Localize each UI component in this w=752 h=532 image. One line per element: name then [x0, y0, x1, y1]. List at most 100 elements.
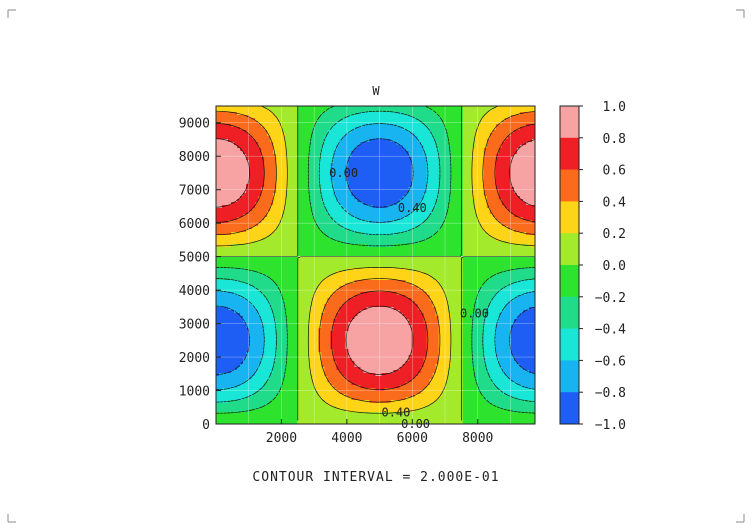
heatmap-cell	[225, 112, 229, 116]
heatmap-cell	[291, 352, 295, 356]
heatmap-cell	[273, 109, 277, 113]
heatmap-cell	[357, 139, 361, 143]
heatmap-cell	[219, 316, 223, 320]
heatmap-cell	[270, 247, 274, 251]
heatmap-cell	[333, 265, 337, 269]
heatmap-cell	[228, 382, 232, 386]
heatmap-cell	[339, 358, 343, 362]
heatmap-cell	[321, 112, 325, 116]
heatmap-cell	[288, 382, 292, 386]
heatmap-cell	[216, 343, 220, 347]
heatmap-cell	[351, 160, 355, 164]
heatmap-cell	[285, 283, 289, 287]
heatmap-cell	[234, 331, 238, 335]
heatmap-cell	[228, 271, 232, 275]
heatmap-cell	[231, 394, 235, 398]
heatmap-cell	[225, 184, 229, 188]
heatmap-cell	[225, 361, 229, 365]
heatmap-cell	[351, 376, 355, 380]
heatmap-cell	[276, 154, 280, 158]
heatmap-cell	[339, 388, 343, 392]
heatmap-cell	[351, 256, 355, 260]
heatmap-cell	[249, 289, 253, 293]
heatmap-cell	[354, 412, 358, 416]
heatmap-cell	[309, 415, 313, 419]
heatmap-cell	[234, 340, 238, 344]
heatmap-cell	[348, 295, 352, 299]
heatmap-cell	[309, 220, 313, 224]
heatmap-cell	[321, 256, 325, 260]
heatmap-cell	[300, 340, 304, 344]
heatmap-cell	[216, 409, 220, 413]
heatmap-cell	[264, 187, 268, 191]
heatmap-cell	[273, 382, 277, 386]
heatmap-cell	[339, 370, 343, 374]
heatmap-cell	[231, 367, 235, 371]
heatmap-cell	[231, 340, 235, 344]
heatmap-cell	[339, 352, 343, 356]
heatmap-cell	[273, 277, 277, 281]
heatmap-cell	[282, 364, 286, 368]
heatmap-cell	[225, 253, 229, 257]
heatmap-cell	[240, 337, 244, 341]
heatmap-cell	[354, 289, 358, 293]
heatmap-cell	[234, 163, 238, 167]
heatmap-cell	[318, 220, 322, 224]
heatmap-cell	[231, 331, 235, 335]
heatmap-cell	[294, 289, 298, 293]
heatmap-cell	[237, 328, 241, 332]
heatmap-cell	[330, 319, 334, 323]
heatmap-cell	[327, 364, 331, 368]
heatmap-cell	[225, 193, 229, 197]
heatmap-cell	[261, 166, 265, 170]
heatmap-cell	[306, 289, 310, 293]
heatmap-cell	[231, 271, 235, 275]
heatmap-cell	[240, 388, 244, 392]
heatmap-cell	[318, 241, 322, 245]
heatmap-cell	[249, 310, 253, 314]
heatmap-cell	[252, 130, 256, 134]
heatmap-cell	[285, 301, 289, 305]
heatmap-cell	[279, 235, 283, 239]
heatmap-cell	[315, 232, 319, 236]
heatmap-cell	[240, 112, 244, 116]
heatmap-cell	[216, 142, 220, 146]
heatmap-cell	[297, 214, 301, 218]
heatmap-cell	[309, 199, 313, 203]
heatmap-cell	[231, 211, 235, 215]
heatmap-cell	[315, 298, 319, 302]
heatmap-cell	[351, 304, 355, 308]
heatmap-cell	[276, 190, 280, 194]
heatmap-cell	[240, 262, 244, 266]
heatmap-cell	[237, 133, 241, 137]
heatmap-cell	[327, 115, 331, 119]
heatmap-cell	[261, 379, 265, 383]
heatmap-cell	[216, 145, 220, 149]
heatmap-cell	[294, 316, 298, 320]
heatmap-cell	[252, 337, 256, 341]
heatmap-cell	[234, 223, 238, 227]
heatmap-cell	[354, 295, 358, 299]
heatmap-cell	[219, 304, 223, 308]
heatmap-cell	[216, 133, 220, 137]
heatmap-cell	[285, 412, 289, 416]
heatmap-cell	[267, 124, 271, 128]
heatmap-cell	[348, 217, 352, 221]
heatmap-cell	[228, 184, 232, 188]
heatmap-cell	[303, 163, 307, 167]
heatmap-cell	[354, 310, 358, 314]
heatmap-cell	[273, 394, 277, 398]
heatmap-cell	[225, 127, 229, 131]
heatmap-cell	[309, 358, 313, 362]
heatmap-cell	[267, 331, 271, 335]
heatmap-cell	[288, 415, 292, 419]
heatmap-cell	[267, 370, 271, 374]
heatmap-cell	[300, 295, 304, 299]
heatmap-cell	[219, 403, 223, 407]
heatmap-cell	[282, 355, 286, 359]
heatmap-cell	[252, 286, 256, 290]
heatmap-cell	[330, 409, 334, 413]
heatmap-cell	[309, 391, 313, 395]
heatmap-cell	[330, 355, 334, 359]
heatmap-cell	[240, 244, 244, 248]
